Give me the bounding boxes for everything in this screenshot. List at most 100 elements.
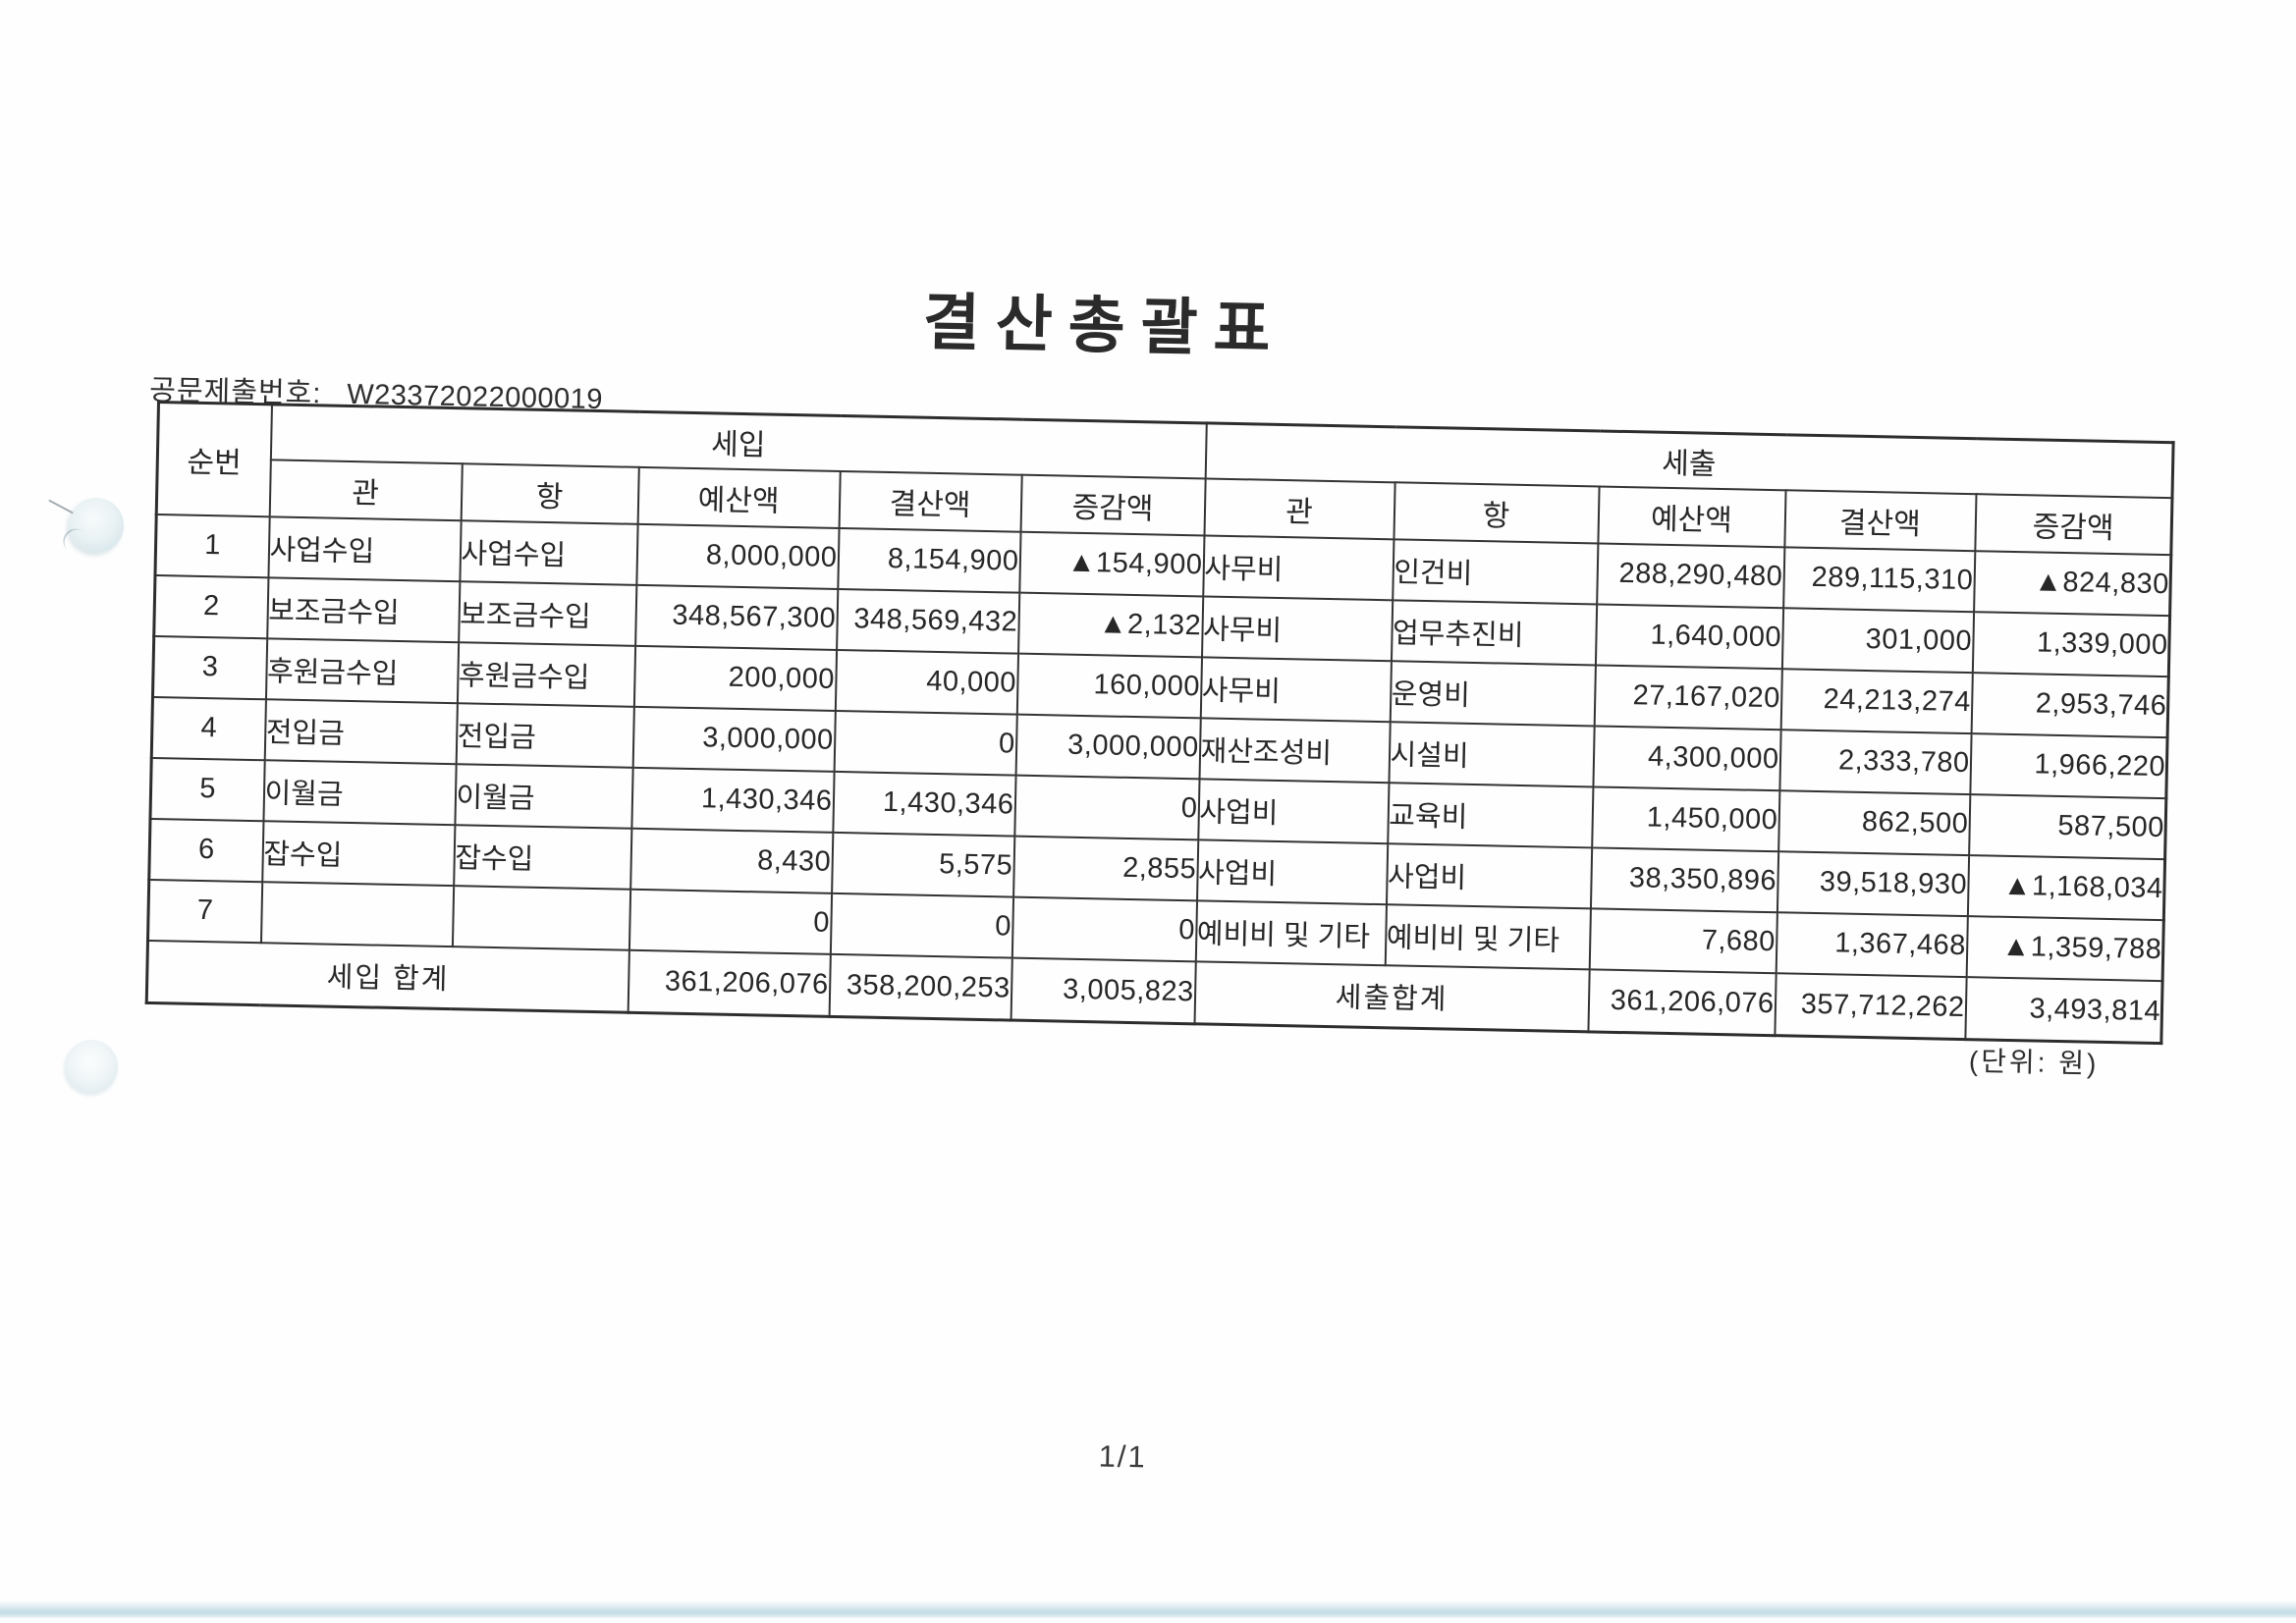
revenue-gwan-cell: 잡수입 — [261, 820, 455, 886]
seq-cell: 1 — [154, 514, 270, 577]
revenue-gwan-cell: 후원금수입 — [265, 637, 459, 703]
settlement-summary-table: 순번 세입 세출 관 항 예산액 결산액 증감액 관 항 예산액 결산액 증감액 — [144, 401, 2175, 1046]
seq-cell: 3 — [152, 635, 267, 699]
expense-settlement-cell: 24,213,274 — [1780, 668, 1973, 733]
expense-budget-cell: 1,450,000 — [1591, 785, 1779, 851]
expense-diff-cell: ▲1,359,788 — [1966, 915, 2164, 981]
revenue-settlement-cell: 348,569,432 — [836, 588, 1019, 654]
revenue-budget-cell: 3,000,000 — [632, 706, 836, 772]
revenue-diff-cell: 0 — [1011, 896, 1197, 961]
page-title: 결산총괄표 — [922, 288, 1287, 365]
expense-hang-cell: 예비비 및 기타 — [1385, 903, 1591, 969]
seq-cell: 7 — [147, 879, 262, 943]
revenue-settlement-cell: 8,154,900 — [837, 527, 1021, 593]
revenue-hang-cell: 사업수입 — [459, 519, 638, 585]
revenue-settlement-cell: 5,575 — [831, 832, 1014, 897]
revenue-hang-cell — [452, 885, 630, 950]
revenue-gwan-cell: 전입금 — [264, 698, 458, 764]
expense-budget-cell: 27,167,020 — [1594, 664, 1782, 730]
revenue-settlement-cell: 40,000 — [835, 649, 1018, 715]
revenue-total-budget: 361,206,076 — [628, 949, 831, 1017]
unit-note: (단위: 원) — [1968, 1046, 2100, 1079]
expense-gwan-cell: 재산조성비 — [1199, 717, 1391, 783]
revenue-total-label: 세입 합계 — [146, 940, 629, 1013]
expense-budget-cell: 7,680 — [1589, 907, 1777, 973]
revenue-hang-header: 항 — [461, 462, 639, 524]
expense-hang-cell: 교육비 — [1387, 782, 1593, 847]
revenue-settlement-cell: 0 — [830, 893, 1013, 958]
expense-settlement-cell: 1,367,468 — [1776, 911, 1968, 977]
revenue-budget-cell: 200,000 — [633, 645, 837, 711]
revenue-diff-cell: 0 — [1013, 775, 1200, 839]
revenue-hang-cell: 후원금수입 — [457, 641, 635, 707]
expense-gwan-cell: 사무비 — [1201, 595, 1393, 661]
expense-hang-cell: 업무추진비 — [1391, 599, 1597, 665]
expense-gwan-cell: 사무비 — [1202, 534, 1394, 600]
expense-total-budget: 361,206,076 — [1587, 968, 1777, 1036]
revenue-diff-cell: 3,000,000 — [1015, 714, 1201, 779]
expense-diff-cell: ▲1,168,034 — [1967, 854, 2165, 920]
revenue-diff-cell: 160,000 — [1016, 653, 1202, 718]
revenue-budget-cell: 8,000,000 — [635, 523, 840, 589]
revenue-budget-cell: 0 — [629, 889, 832, 954]
expense-total-diff: 3,493,814 — [1964, 976, 2163, 1044]
expense-settlement-cell: 301,000 — [1781, 607, 1974, 673]
revenue-hang-cell: 이월금 — [454, 763, 633, 829]
expense-diff-cell: 1,966,220 — [1969, 732, 2168, 798]
expense-total-label: 세출합계 — [1194, 960, 1590, 1032]
expense-gwan-cell: 사무비 — [1200, 656, 1392, 722]
expense-hang-cell: 사업비 — [1386, 842, 1592, 908]
expense-budget-header: 예산액 — [1597, 485, 1786, 547]
seq-cell: 2 — [153, 574, 268, 638]
revenue-budget-cell: 1,430,346 — [630, 767, 835, 833]
seq-column-header: 순번 — [156, 402, 272, 516]
scan-edge-bottom — [0, 1600, 2296, 1618]
expense-diff-cell: 2,953,746 — [1971, 672, 2169, 737]
expense-diff-header: 증감액 — [1974, 493, 2173, 555]
expense-gwan-cell: 사업비 — [1196, 839, 1388, 904]
expense-diff-cell: ▲824,830 — [1973, 550, 2171, 616]
punch-hole-top — [69, 498, 124, 553]
expense-settlement-cell: 39,518,930 — [1777, 850, 1969, 916]
expense-hang-cell: 시설비 — [1389, 721, 1595, 786]
revenue-hang-cell: 보조금수입 — [458, 580, 636, 646]
seq-cell: 4 — [151, 696, 266, 760]
expense-gwan-cell: 사업비 — [1197, 778, 1390, 843]
expense-budget-cell: 38,350,896 — [1590, 846, 1778, 912]
revenue-settlement-cell: 0 — [834, 710, 1017, 776]
revenue-settlement-header: 결산액 — [839, 470, 1022, 532]
revenue-diff-header: 증감액 — [1020, 474, 1206, 535]
punch-hole-bottom — [65, 1040, 118, 1093]
revenue-gwan-cell: 보조금수입 — [266, 576, 460, 642]
expense-total-settlement: 357,712,262 — [1774, 972, 1967, 1040]
revenue-gwan-cell: 이월금 — [262, 759, 457, 825]
seq-cell: 5 — [150, 757, 265, 821]
expense-settlement-cell: 289,115,310 — [1782, 546, 1975, 612]
revenue-diff-cell: ▲154,900 — [1018, 531, 1205, 596]
expense-budget-cell: 288,290,480 — [1596, 542, 1784, 608]
expense-hang-cell: 인건비 — [1392, 538, 1598, 604]
revenue-budget-cell: 8,430 — [629, 828, 833, 893]
expense-hang-header: 항 — [1393, 481, 1600, 543]
revenue-diff-cell: 2,855 — [1012, 836, 1198, 900]
expense-gwan-header: 관 — [1204, 477, 1395, 539]
expense-budget-cell: 1,640,000 — [1595, 603, 1783, 669]
revenue-gwan-cell: 사업수입 — [267, 515, 462, 581]
expense-settlement-cell: 862,500 — [1777, 789, 1970, 855]
revenue-hang-cell: 전입금 — [456, 702, 634, 768]
expense-budget-cell: 4,300,000 — [1592, 725, 1781, 790]
expense-gwan-cell: 예비비 및 기타 — [1195, 899, 1387, 965]
revenue-total-settlement: 358,200,253 — [829, 953, 1012, 1021]
revenue-gwan-cell — [260, 881, 454, 947]
revenue-hang-cell: 잡수입 — [453, 824, 631, 890]
expense-diff-cell: 587,500 — [1968, 793, 2166, 859]
revenue-gwan-header: 관 — [269, 459, 463, 520]
revenue-total-diff: 3,005,823 — [1011, 957, 1196, 1024]
revenue-budget-header: 예산액 — [637, 466, 841, 528]
page-number: 1/1 — [1098, 1438, 1148, 1475]
revenue-budget-cell: 348,567,300 — [634, 584, 838, 650]
revenue-diff-cell: ▲2,132 — [1017, 592, 1203, 657]
expense-diff-cell: 1,339,000 — [1972, 611, 2170, 676]
